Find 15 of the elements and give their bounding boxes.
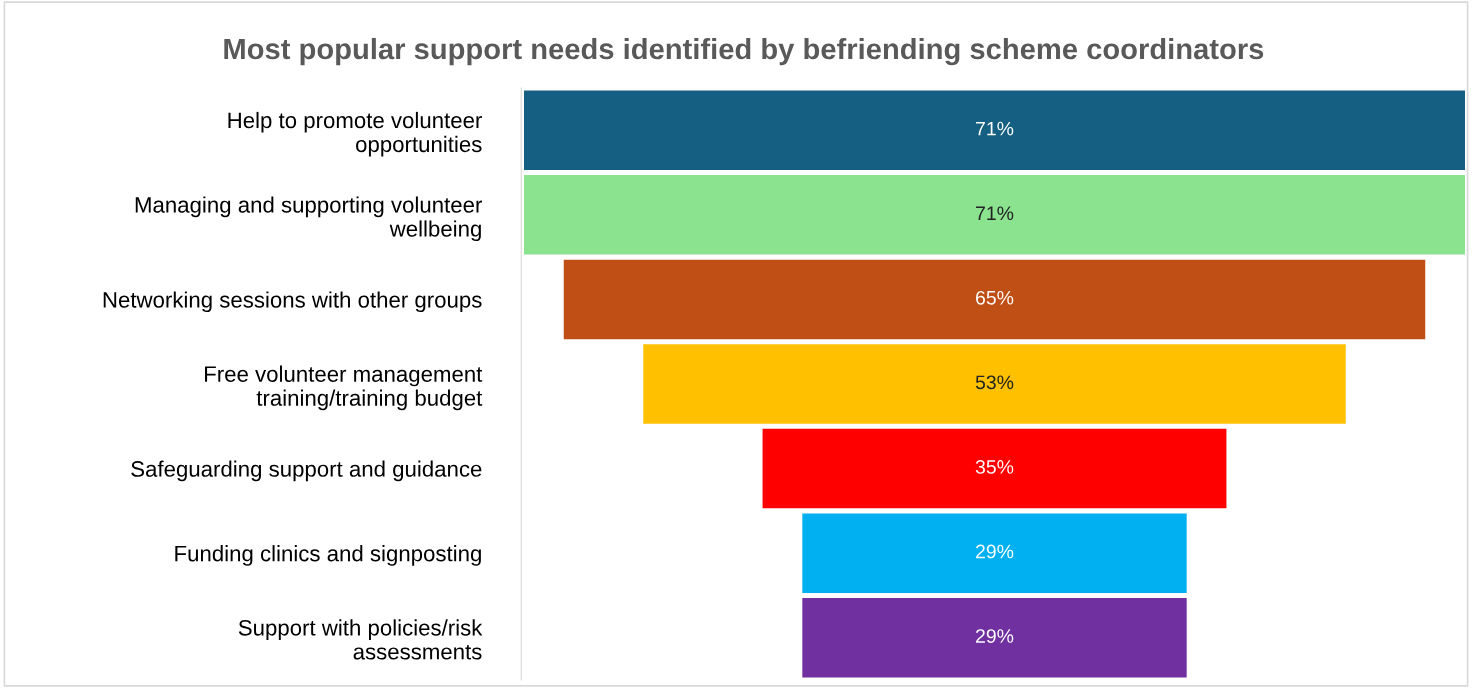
category-label: Managing and supporting volunteer wellbeing <box>135 196 482 242</box>
data-label: 71% <box>976 121 1014 136</box>
text: Most popular support needs identified by befriending scheme coordinators <box>224 37 1264 66</box>
category-label: Networking sessions with other groups <box>103 291 482 313</box>
data-label: 65% <box>976 290 1014 305</box>
data-label: 53% <box>975 375 1014 390</box>
category-label: Funding clinics and signposting <box>175 545 481 566</box>
data-label: 35% <box>975 460 1014 474</box>
category-label: Free volunteer management training/training budget <box>205 365 483 411</box>
category-label: Support with policies/risk assessments <box>238 619 483 660</box>
data-label: 29% <box>976 629 1014 643</box>
data-label: 29% <box>976 544 1014 559</box>
category-label: Help to promote volunteer opportunities <box>228 111 482 157</box>
category-label: Safeguarding support and guidance <box>131 460 482 482</box>
data-label: 71% <box>976 206 1014 220</box>
